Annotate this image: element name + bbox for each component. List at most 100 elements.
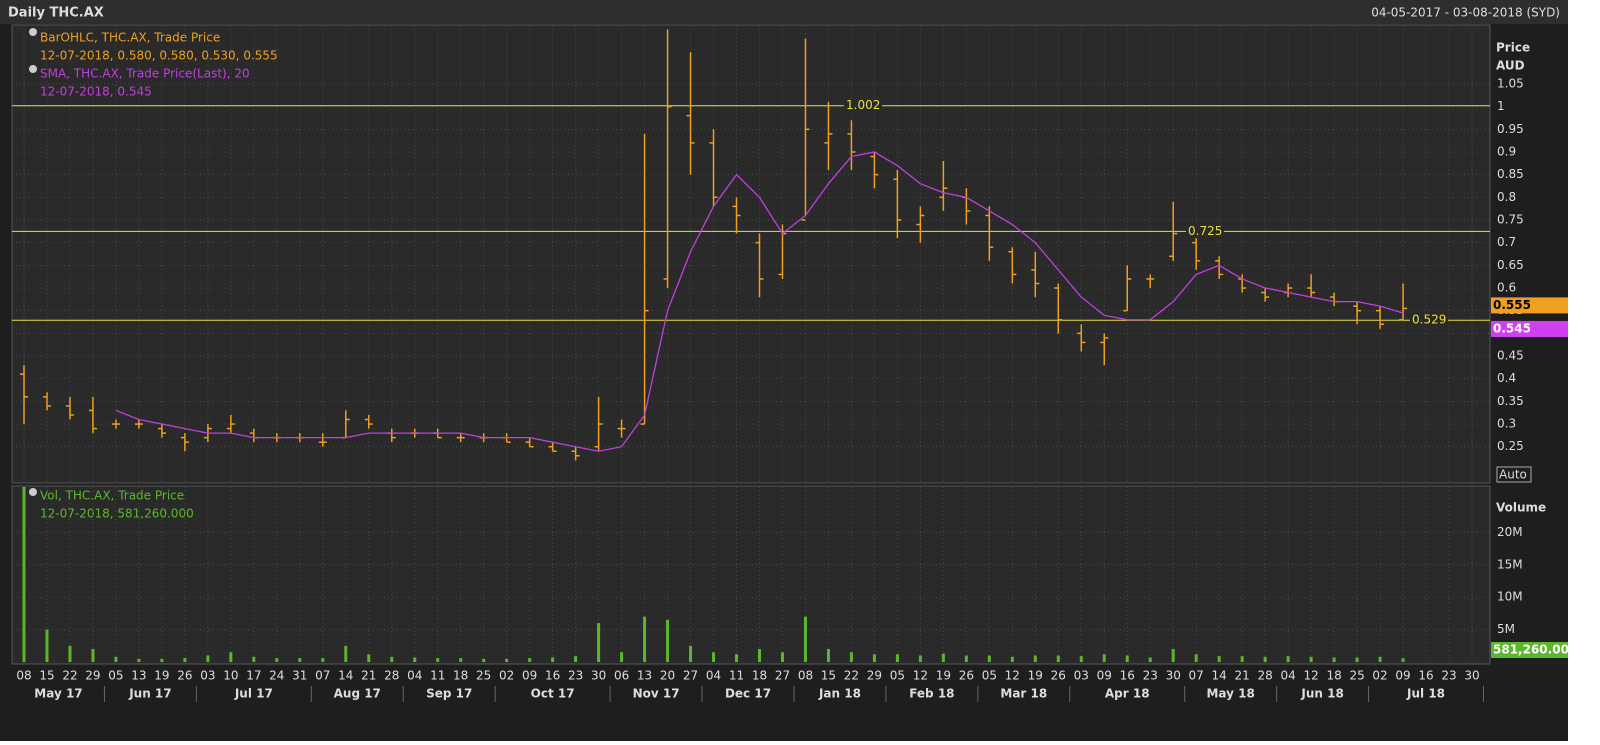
price-axis-label: Price (1496, 41, 1530, 55)
volume-bar (528, 658, 532, 662)
x-tick-label: 05 (982, 669, 997, 683)
x-tick-label: 15 (821, 669, 836, 683)
volume-bar (1010, 656, 1014, 662)
volume-bar (413, 657, 417, 662)
last-value-box (1491, 320, 1568, 337)
x-tick-label: 16 (1418, 669, 1433, 683)
volume-bar (757, 649, 761, 662)
x-tick-label: 04 (706, 669, 721, 683)
date-range: 04-05-2017 - 03-08-2018 (SYD) (1371, 6, 1560, 20)
volume-bar (1309, 656, 1313, 662)
month-label: Jun 17 (128, 687, 171, 701)
last-value-box (1491, 642, 1568, 658)
y-tick-label: 1.05 (1497, 76, 1524, 90)
y-tick-label: 0.3 (1497, 417, 1516, 431)
x-tick-label: 27 (683, 669, 698, 683)
month-label: May 18 (1206, 687, 1254, 701)
volume-bar (1401, 658, 1405, 662)
x-tick-label: 05 (890, 669, 905, 683)
y-tick-label: 0.75 (1497, 212, 1524, 226)
hline-label: 0.529 (1412, 313, 1446, 327)
legend-icon (29, 28, 37, 36)
x-tick-label: 17 (246, 669, 261, 683)
x-tick-label: 12 (1005, 669, 1020, 683)
x-tick-label: 18 (752, 669, 767, 683)
x-tick-label: 19 (154, 669, 169, 683)
x-tick-label: 23 (1441, 669, 1456, 683)
chart: Daily THC.AX 04-05-2017 - 03-08-2018 (SY… (0, 0, 1569, 741)
volume-bar (206, 655, 210, 662)
x-tick-label: 04 (1280, 669, 1295, 683)
hline-label: 1.002 (846, 98, 880, 112)
month-label: Nov 17 (633, 687, 680, 701)
volume-bar (298, 658, 302, 662)
volume-bar (1102, 654, 1106, 662)
volume-bar (22, 487, 26, 662)
volume-bar (1286, 656, 1290, 662)
x-tick-label: 02 (1372, 669, 1387, 683)
volume-bar (597, 623, 601, 662)
x-tick-label: 29 (867, 669, 882, 683)
x-tick-label: 12 (1303, 669, 1318, 683)
month-label: Jan 18 (818, 687, 861, 701)
vol-tick-label: 5M (1497, 622, 1515, 636)
x-tick-label: 02 (499, 669, 514, 683)
volume-bar (620, 652, 624, 662)
legend-icon (29, 488, 37, 496)
month-label: Dec 17 (725, 687, 771, 701)
legend-icon (29, 65, 37, 73)
vol-tick-label: 20M (1497, 525, 1523, 539)
chart-title: Daily THC.AX (8, 6, 104, 21)
month-label: Apr 18 (1105, 687, 1150, 701)
y-tick-label: 0.45 (1497, 349, 1524, 363)
volume-bar (1378, 656, 1382, 662)
month-label: Aug 17 (334, 687, 381, 701)
y-tick-label: 0.6 (1497, 281, 1516, 295)
title-bar (0, 0, 1568, 24)
volume-panel (11, 485, 1491, 665)
x-tick-label: 26 (1051, 669, 1066, 683)
volume-bar (1194, 654, 1198, 662)
x-tick-label: 22 (62, 669, 77, 683)
volume-bar (252, 656, 256, 662)
y-tick-label: 0.35 (1497, 394, 1524, 408)
legend-ohlc-last: 12-07-2018, 0.580, 0.580, 0.530, 0.555 (40, 49, 278, 63)
volume-bar (68, 645, 72, 662)
x-tick-label: 14 (338, 669, 353, 683)
volume-bar (114, 656, 118, 662)
volume-bar (918, 655, 922, 662)
x-tick-label: 28 (1258, 669, 1273, 683)
legend-sma: SMA, THC.AX, Trade Price(Last), 20 (40, 67, 250, 81)
volume-bar (137, 658, 141, 662)
volume-bar (872, 654, 876, 662)
volume-bar (780, 652, 784, 662)
month-label: May 17 (34, 687, 82, 701)
volume-bar (1079, 656, 1083, 662)
y-tick-label: 0.8 (1497, 190, 1516, 204)
volume-bar (735, 654, 739, 662)
x-tick-label: 26 (959, 669, 974, 683)
auto-box[interactable] (1496, 466, 1532, 483)
month-label: Sep 17 (426, 687, 472, 701)
hline-label-bg (1410, 313, 1448, 328)
volume-bar (1355, 657, 1359, 662)
x-tick-label: 30 (1166, 669, 1181, 683)
x-tick-label: 08 (798, 669, 813, 683)
x-tick-label: 18 (453, 669, 468, 683)
x-tick-label: 13 (131, 669, 146, 683)
x-tick-label: 12 (913, 669, 928, 683)
volume-bar (275, 658, 279, 662)
y-tick-label: 0.4 (1497, 371, 1516, 385)
x-tick-label: 09 (1097, 669, 1112, 683)
x-tick-label: 27 (775, 669, 790, 683)
month-label: Feb 18 (909, 687, 954, 701)
volume-bar (459, 658, 463, 662)
vol-tick-label: 10M (1497, 590, 1523, 604)
x-tick-label: 08 (16, 669, 31, 683)
auto-button[interactable]: Auto (1499, 468, 1527, 482)
x-tick-label: 03 (200, 669, 215, 683)
y-tick-label: 0.95 (1497, 122, 1524, 136)
volume-bar (964, 655, 968, 662)
x-tick-label: 22 (844, 669, 859, 683)
